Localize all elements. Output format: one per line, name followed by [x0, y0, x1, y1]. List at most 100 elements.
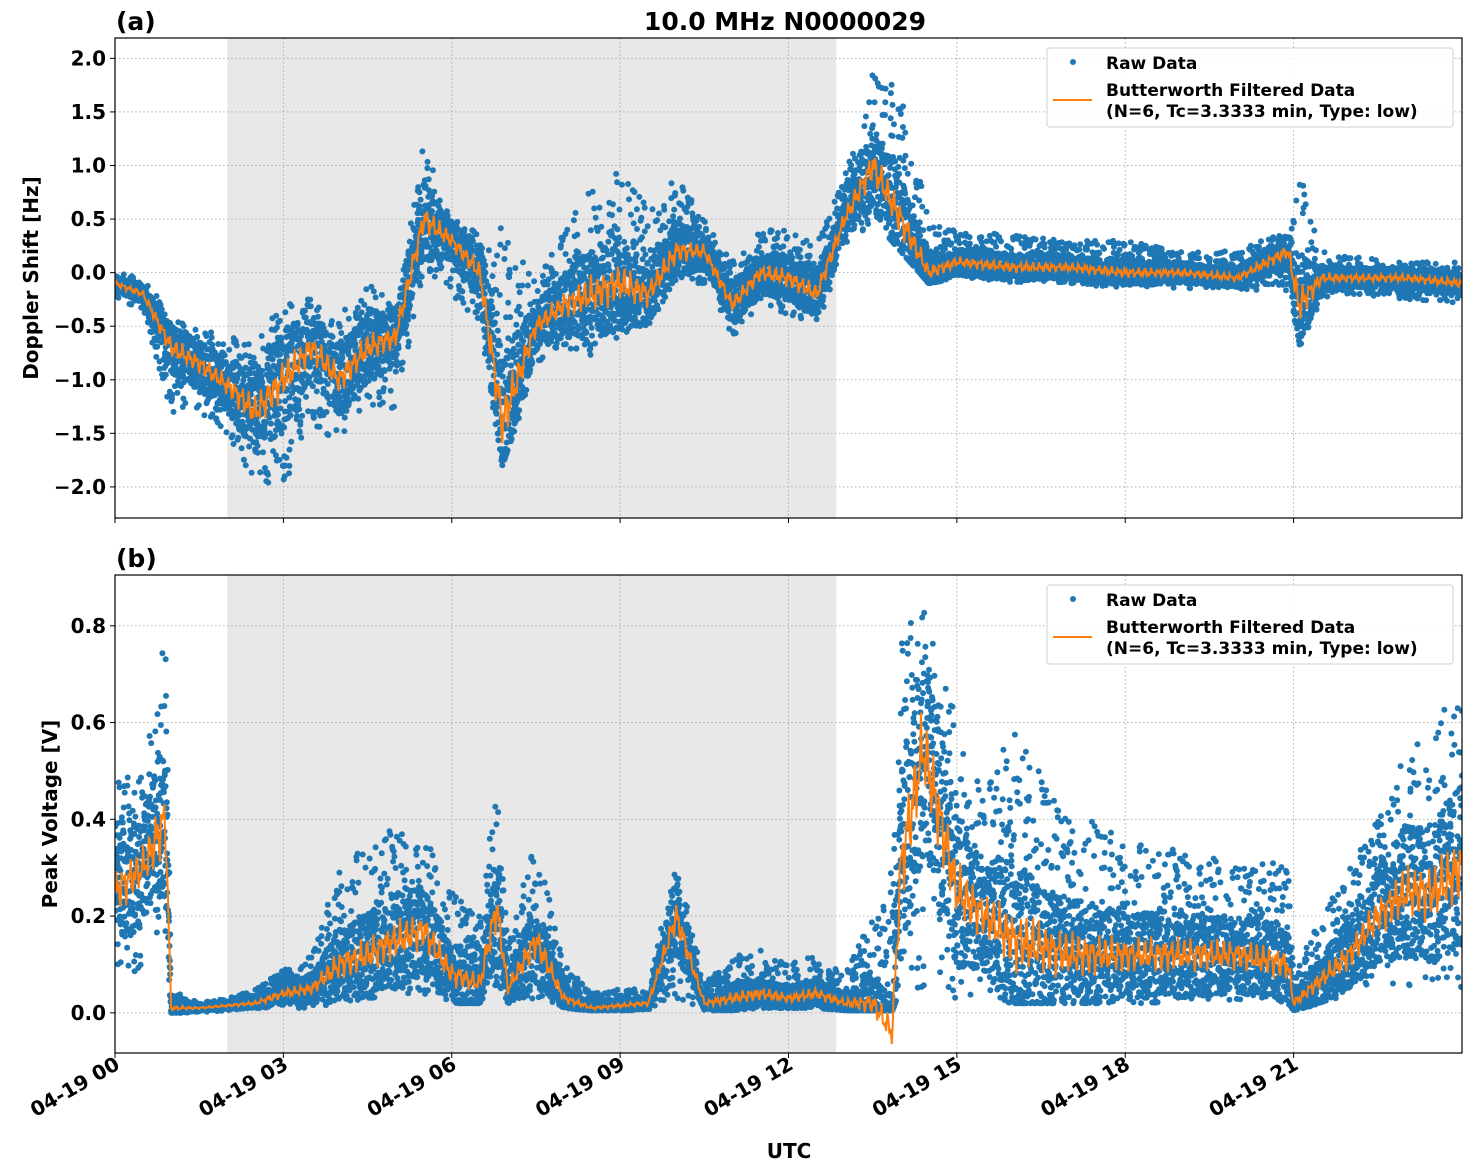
raw-data-point — [627, 211, 634, 218]
raw-data-point — [333, 427, 340, 434]
raw-data-point — [157, 301, 164, 308]
raw-data-point — [323, 409, 330, 415]
raw-data-point — [429, 167, 436, 174]
y-tick-label: −2.0 — [54, 475, 106, 499]
raw-data-point — [589, 249, 596, 256]
raw-data-point — [618, 181, 625, 188]
raw-data-point — [615, 240, 622, 247]
raw-data-point — [278, 430, 285, 437]
raw-data-point — [454, 219, 461, 225]
raw-data-point — [355, 395, 362, 402]
raw-data-point — [324, 381, 331, 387]
raw-data-point — [298, 434, 305, 441]
raw-data-point — [696, 223, 703, 230]
raw-data-point — [605, 238, 612, 245]
raw-data-point — [233, 342, 240, 349]
y-tick-label: −1.5 — [54, 421, 106, 445]
raw-data-point — [504, 447, 511, 454]
raw-data-point — [738, 318, 745, 325]
raw-data-point — [294, 319, 301, 326]
raw-data-point — [524, 282, 531, 289]
raw-data-point — [495, 437, 502, 444]
raw-data-point — [248, 469, 255, 476]
raw-data-point — [633, 206, 640, 213]
raw-data-point — [654, 217, 661, 224]
raw-data-point — [221, 352, 228, 359]
raw-data-point — [762, 237, 769, 244]
raw-data-point — [223, 429, 230, 436]
raw-data-point — [275, 411, 281, 418]
raw-data-point — [646, 320, 653, 326]
raw-data-point — [813, 316, 820, 323]
raw-data-point — [496, 291, 503, 298]
raw-data-point — [382, 376, 389, 383]
raw-data-point — [683, 209, 690, 215]
raw-data-point — [589, 188, 596, 195]
raw-data-point — [156, 365, 163, 372]
raw-data-point — [680, 187, 687, 194]
raw-data-point — [520, 338, 527, 345]
raw-data-point — [203, 333, 210, 339]
raw-data-point — [574, 231, 581, 238]
raw-data-point — [583, 329, 590, 336]
raw-data-point — [732, 330, 739, 337]
raw-data-point — [789, 254, 796, 261]
raw-data-point — [587, 351, 594, 358]
raw-data-point — [341, 428, 348, 435]
raw-data-point — [405, 338, 412, 345]
raw-data-point — [236, 412, 243, 419]
raw-data-point — [403, 330, 410, 337]
raw-data-point — [625, 181, 632, 187]
raw-data-point — [171, 383, 178, 390]
raw-data-point — [161, 311, 168, 318]
raw-data-point — [596, 204, 603, 211]
raw-data-point — [609, 212, 615, 219]
raw-data-point — [588, 324, 595, 331]
raw-data-point — [235, 434, 242, 441]
raw-data-point — [366, 393, 373, 400]
raw-data-point — [215, 341, 222, 347]
raw-data-point — [748, 311, 755, 318]
raw-data-point — [180, 323, 187, 329]
raw-data-point — [616, 206, 623, 213]
raw-data-point — [195, 402, 202, 409]
raw-data-point — [640, 199, 647, 206]
raw-data-point — [307, 296, 314, 303]
raw-data-point — [254, 449, 261, 456]
raw-data-point — [501, 245, 508, 252]
raw-data-point — [309, 383, 316, 390]
raw-data-point — [604, 274, 611, 281]
raw-data-point — [672, 190, 679, 196]
raw-data-point — [640, 246, 647, 253]
raw-data-point — [780, 243, 787, 250]
raw-data-point — [153, 353, 160, 360]
y-axis-label-b: Peak Voltage [V] — [38, 720, 62, 909]
raw-data-point — [287, 412, 294, 419]
raw-data-point — [170, 408, 177, 415]
raw-data-point — [229, 432, 236, 439]
raw-data-point — [419, 148, 426, 155]
raw-data-point — [644, 223, 651, 230]
raw-data-point — [180, 395, 187, 402]
raw-data-point — [631, 269, 638, 276]
raw-data-point — [844, 238, 850, 245]
raw-data-point — [614, 226, 621, 233]
raw-data-point — [570, 217, 577, 224]
raw-data-point — [562, 341, 569, 348]
raw-data-point — [712, 239, 718, 246]
raw-data-point — [429, 208, 435, 215]
raw-data-point — [668, 180, 675, 187]
raw-data-point — [230, 441, 237, 447]
raw-data-point — [768, 227, 775, 234]
raw-data-point — [182, 400, 189, 406]
raw-data-point — [552, 270, 559, 277]
raw-data-point — [488, 298, 495, 305]
raw-data-point — [120, 271, 127, 278]
raw-data-point — [688, 197, 695, 204]
raw-data-point — [630, 220, 637, 227]
raw-data-point — [268, 420, 274, 427]
raw-data-point — [244, 413, 251, 420]
raw-data-point — [194, 333, 201, 340]
raw-data-point — [240, 456, 247, 463]
raw-data-point — [826, 215, 833, 222]
